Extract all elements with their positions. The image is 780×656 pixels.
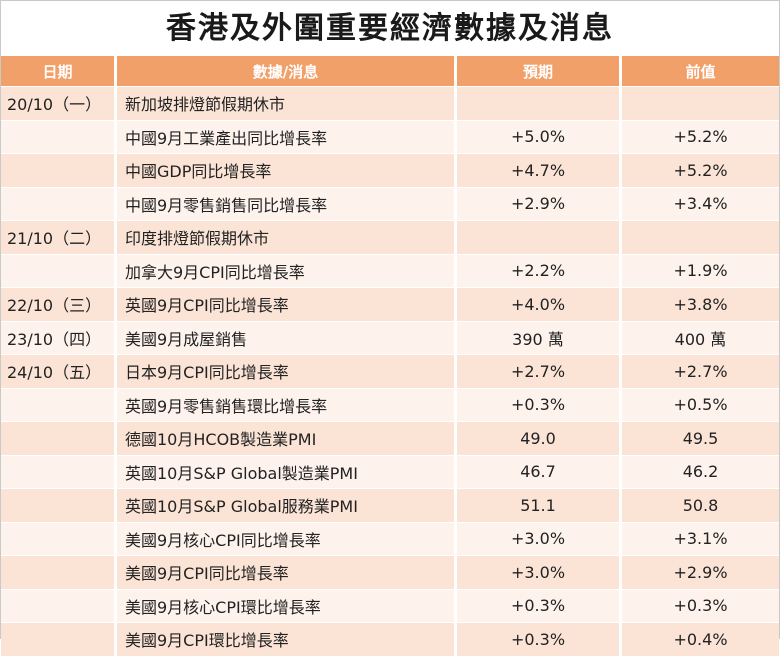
cell-previous: +5.2% [619, 153, 779, 187]
cell-previous: +3.4% [619, 186, 779, 220]
cell-date [1, 488, 114, 522]
cell-previous [619, 86, 779, 120]
cell-date [1, 253, 114, 287]
cell-item: 英國10月S&P Global服務業PMI [114, 488, 454, 522]
cell-date [1, 119, 114, 153]
cell-date: 20/10（一） [1, 86, 114, 120]
cell-item: 美國9月核心CPI同比增長率 [114, 521, 454, 555]
cell-forecast: 390 萬 [454, 320, 619, 354]
cell-forecast: +0.3% [454, 387, 619, 421]
table-row: 中國GDP同比增長率 +4.7% +5.2% [1, 153, 779, 187]
cell-date: 24/10（五） [1, 354, 114, 388]
table-row: 德國10月HCOB製造業PMI 49.0 49.5 [1, 421, 779, 455]
cell-item: 印度排燈節假期休市 [114, 220, 454, 254]
cell-item: 英國9月零售銷售環比增長率 [114, 387, 454, 421]
cell-item: 中國9月工業產出同比增長率 [114, 119, 454, 153]
cell-item: 英國9月CPI同比增長率 [114, 287, 454, 321]
cell-date [1, 186, 114, 220]
cell-forecast: +2.7% [454, 354, 619, 388]
header-previous: 前值 [619, 56, 779, 86]
cell-date [1, 421, 114, 455]
cell-item: 美國9月核心CPI環比增長率 [114, 588, 454, 622]
table-row: 美國9月核心CPI環比增長率 +0.3% +0.3% [1, 588, 779, 622]
header-forecast: 預期 [454, 56, 619, 86]
cell-previous: +2.9% [619, 555, 779, 589]
table-row: 中國9月零售銷售同比增長率 +2.9% +3.4% [1, 186, 779, 220]
cell-item: 新加坡排燈節假期休市 [114, 86, 454, 120]
cell-previous: +5.2% [619, 119, 779, 153]
cell-forecast: +0.3% [454, 588, 619, 622]
table-row: 21/10（二） 印度排燈節假期休市 [1, 220, 779, 254]
table-row: 英國10月S&P Global製造業PMI 46.7 46.2 [1, 454, 779, 488]
cell-date: 22/10（三） [1, 287, 114, 321]
cell-forecast [454, 86, 619, 120]
table-row: 英國9月零售銷售環比增長率 +0.3% +0.5% [1, 387, 779, 421]
cell-previous: +0.5% [619, 387, 779, 421]
table-row: 加拿大9月CPI同比增長率 +2.2% +1.9% [1, 253, 779, 287]
table-body: 20/10（一） 新加坡排燈節假期休市 中國9月工業產出同比增長率 +5.0% … [1, 86, 779, 656]
cell-previous [619, 220, 779, 254]
table-row: 22/10（三） 英國9月CPI同比增長率 +4.0% +3.8% [1, 287, 779, 321]
cell-forecast: 46.7 [454, 454, 619, 488]
header-item: 數據/消息 [114, 56, 454, 86]
header-date: 日期 [1, 56, 114, 86]
cell-previous: +2.7% [619, 354, 779, 388]
cell-date [1, 153, 114, 187]
cell-previous: 400 萬 [619, 320, 779, 354]
cell-forecast: +2.9% [454, 186, 619, 220]
cell-previous: +3.1% [619, 521, 779, 555]
cell-forecast: +2.2% [454, 253, 619, 287]
cell-item: 美國9月成屋銷售 [114, 320, 454, 354]
cell-date: 21/10（二） [1, 220, 114, 254]
cell-forecast: +3.0% [454, 555, 619, 589]
table-row: 中國9月工業產出同比增長率 +5.0% +5.2% [1, 119, 779, 153]
cell-previous: +1.9% [619, 253, 779, 287]
cell-forecast: 51.1 [454, 488, 619, 522]
cell-previous: +0.3% [619, 588, 779, 622]
cell-previous: 46.2 [619, 454, 779, 488]
cell-forecast: +5.0% [454, 119, 619, 153]
cell-item: 英國10月S&P Global製造業PMI [114, 454, 454, 488]
cell-item: 中國GDP同比增長率 [114, 153, 454, 187]
cell-forecast: +4.7% [454, 153, 619, 187]
cell-date [1, 454, 114, 488]
table-row: 23/10（四） 美國9月成屋銷售 390 萬 400 萬 [1, 320, 779, 354]
cell-item: 加拿大9月CPI同比增長率 [114, 253, 454, 287]
cell-previous: 50.8 [619, 488, 779, 522]
cell-date [1, 387, 114, 421]
table-row: 20/10（一） 新加坡排燈節假期休市 [1, 86, 779, 120]
cell-item: 日本9月CPI同比增長率 [114, 354, 454, 388]
table-row: 英國10月S&P Global服務業PMI 51.1 50.8 [1, 488, 779, 522]
cell-item: 美國9月CPI同比增長率 [114, 555, 454, 589]
cell-forecast: 49.0 [454, 421, 619, 455]
cell-forecast: +4.0% [454, 287, 619, 321]
cell-date [1, 588, 114, 622]
cell-date: 23/10（四） [1, 320, 114, 354]
cell-date [1, 521, 114, 555]
cell-previous: +3.8% [619, 287, 779, 321]
cell-date [1, 555, 114, 589]
table-header: 日期 數據/消息 預期 前值 [1, 56, 779, 86]
cell-item: 中國9月零售銷售同比增長率 [114, 186, 454, 220]
cell-previous: 49.5 [619, 421, 779, 455]
table-row: 美國9月核心CPI同比增長率 +3.0% +3.1% [1, 521, 779, 555]
table-row: 美國9月CPI同比增長率 +3.0% +2.9% [1, 555, 779, 589]
page-title: 香港及外圍重要經濟數據及消息 [1, 1, 779, 56]
cell-item: 德國10月HCOB製造業PMI [114, 421, 454, 455]
cell-forecast: +3.0% [454, 521, 619, 555]
economic-data-table: 日期 數據/消息 預期 前值 20/10（一） 新加坡排燈節假期休市 中國9月工… [1, 56, 779, 656]
cell-forecast [454, 220, 619, 254]
table-row: 24/10（五） 日本9月CPI同比增長率 +2.7% +2.7% [1, 354, 779, 388]
